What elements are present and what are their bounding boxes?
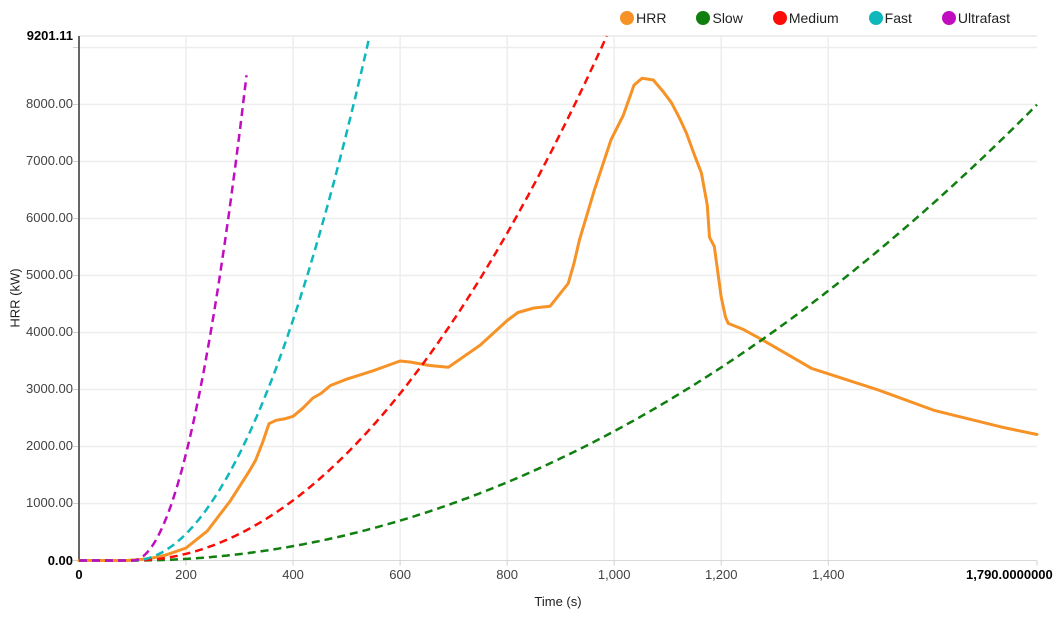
series-fast-line[interactable] (79, 35, 371, 562)
x-tick-label: 200 (175, 567, 197, 582)
legend-item-medium[interactable]: Medium (772, 10, 839, 26)
x-tick-label: 400 (282, 567, 304, 582)
legend-item-fast[interactable]: Fast (868, 10, 912, 26)
y-tick-label: 3000.00 (26, 381, 73, 397)
y-tick-label: 5000.00 (26, 267, 73, 283)
legend-label: Ultrafast (957, 10, 1010, 26)
x-tick-label: 1,200 (704, 567, 738, 582)
y-tick-label: 8000.00 (26, 96, 73, 112)
y-tick-label: 9201.11 (26, 28, 73, 43)
fast-series-dot-icon (868, 11, 883, 25)
legend-label: Medium (788, 10, 839, 26)
series-ultrafast-line[interactable] (79, 75, 248, 562)
hrr-series-dot-icon (620, 11, 635, 25)
legend: HRR Slow Medium Fast Ultrafast (620, 9, 1010, 27)
legend-item-ultrafast[interactable]: Ultrafast (941, 10, 1010, 26)
series-hrr-line[interactable] (77, 76, 1039, 562)
series-medium-line[interactable] (79, 35, 608, 562)
x-tick-label: 1,000 (597, 567, 631, 582)
legend-item-slow[interactable]: Slow (696, 10, 743, 26)
slow-series-dot-icon (696, 11, 711, 25)
legend-label: HRR (636, 10, 667, 26)
y-tick-label: 0.00 (47, 552, 73, 568)
y-tick-label: 1000.00 (26, 495, 73, 511)
x-tick-label: 800 (496, 567, 518, 582)
y-tick-label: 4000.00 (26, 324, 73, 340)
x-axis-title: Time (s) (534, 594, 582, 609)
x-tick-label: 1,400 (811, 567, 845, 582)
x-tick-label: 0 (75, 567, 83, 582)
series-slow-line[interactable] (79, 103, 1038, 562)
medium-series-dot-icon (772, 11, 787, 25)
x-tick-label: 600 (389, 567, 411, 582)
legend-item-hrr[interactable]: HRR (620, 10, 666, 26)
x-tick-label: 1,790.0000000 (966, 567, 1053, 582)
y-tick-label: 7000.00 (26, 153, 73, 169)
ultrafast-series-dot-icon (941, 11, 956, 25)
legend-label: Slow (712, 10, 743, 26)
legend-label: Fast (884, 10, 912, 26)
y-tick-label: 6000.00 (26, 210, 73, 226)
y-tick-label: 2000.00 (26, 438, 73, 454)
